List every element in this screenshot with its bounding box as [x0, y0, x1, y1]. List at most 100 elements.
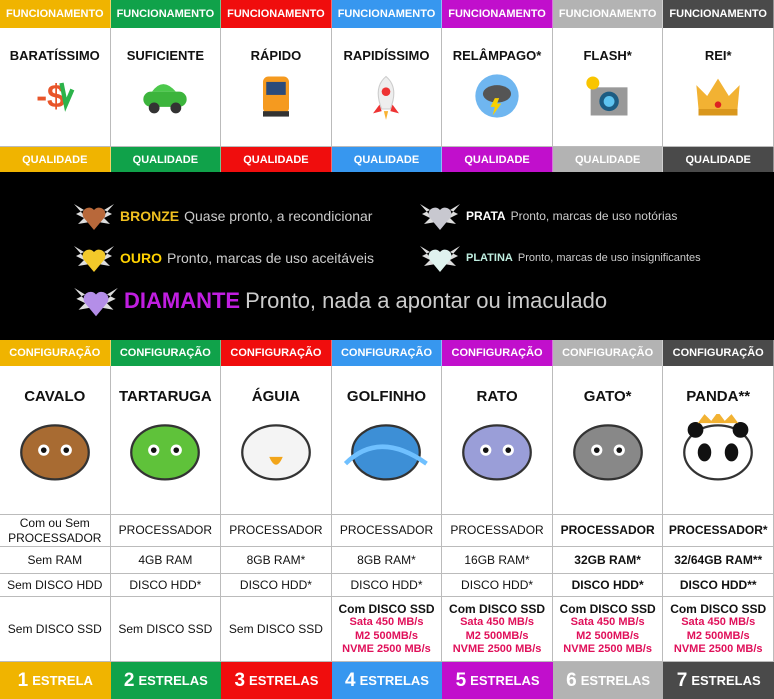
stars-text: ESTRELAS [691, 673, 761, 688]
configuracao-label: CONFIGURAÇÃO [110, 340, 222, 366]
qualidade-row: QUALIDADE QUALIDADE QUALIDADE QUALIDADE QUAL… [0, 147, 774, 172]
animal-title: GOLFINHO [346, 388, 427, 405]
ssd-label: Com DISCO SSD [338, 602, 435, 617]
qualidade-label: QUALIDADE [442, 147, 553, 172]
animal-title: CAVALO [24, 388, 86, 405]
processador-cell: Com ou Sem PROCESSADOR [0, 515, 111, 547]
ssd-cell: Com DISCO SSD Sata 450 MB/s M2 500MB/s NVME… [442, 597, 553, 662]
performance-cell: SUFICIENTE [110, 28, 222, 147]
grade-name: OURO [120, 250, 162, 266]
stars-text: ESTRELAS [249, 673, 319, 688]
ssd-spec: NVME 2500 MB/s [452, 642, 542, 655]
grade-name: DIAMANTE [124, 288, 241, 313]
stars-label: 3 ESTRELAS [221, 662, 332, 699]
hdd-cell: DISCO HDD* [331, 574, 443, 597]
ram-cell: 32/64GB RAM** [663, 547, 774, 574]
stars-row: 1 ESTRELA 2 ESTRELAS 3 ESTRELAS 4 ESTRELAS 5 ESTR… [0, 662, 774, 699]
winged-heart-icon [420, 246, 460, 272]
ram-cell: 32GB RAM* [552, 547, 664, 574]
grade-platina: PLATINA Pronto, marcas de uso insignifica… [418, 240, 701, 276]
funcionamento-label: FUNCIONAMENTO [552, 0, 664, 28]
grade-description: Pronto, marcas de uso aceitáveis [167, 250, 374, 266]
dolphin-icon [341, 414, 431, 487]
ssd-label: Com DISCO SSD [670, 602, 767, 617]
ssd-spec: M2 500MB/s [465, 629, 529, 642]
ssd-spec: M2 500MB/s [576, 629, 640, 642]
turtle-icon [120, 414, 210, 487]
ssd-spec: Sata 450 MB/s [570, 616, 645, 629]
ssd-label: Com DISCO SSD [559, 602, 656, 617]
ssd-label: Sem DISCO SSD [118, 621, 213, 636]
performance-title: FLASH* [583, 48, 632, 63]
ram-cell: 8GB RAM* [331, 547, 443, 574]
qualidade-label: QUALIDADE [331, 147, 443, 172]
ssd-spec: Sata 450 MB/s [681, 616, 756, 629]
car-icon [139, 72, 191, 123]
ram-cell: 8GB RAM* [221, 547, 332, 574]
funcionamento-label: FUNCIONAMENTO [221, 0, 332, 28]
grade-diamante: DIAMANTE Pronto, nada a apontar ou imacul… [72, 280, 607, 322]
performance-row: BARATÍSSIMO -$ SUFICIENTE RÁPIDO RAPIDÍSSIMO… [0, 28, 774, 147]
ssd-label: Sem DISCO SSD [228, 621, 323, 636]
rocket-icon [360, 72, 412, 123]
processador-cell: PROCESSADOR [331, 515, 443, 547]
stars-label: 1 ESTRELA [0, 662, 111, 699]
winged-heart-icon [420, 204, 460, 230]
ssd-cell: Sem DISCO SSD [221, 597, 332, 662]
animal-cell: RATO [442, 366, 553, 515]
configuracao-label: CONFIGURAÇÃO [663, 340, 774, 366]
performance-title: RELÂMPAGO* [452, 48, 542, 63]
ssd-cell: Com DISCO SSD Sata 450 MB/s M2 500MB/s NVME… [663, 597, 774, 662]
performance-title: BARATÍSSIMO [9, 48, 100, 63]
configuracao-label: CONFIGURAÇÃO [221, 340, 332, 366]
grade-ouro: OURO Pronto, marcas de uso aceitáveis [72, 240, 374, 276]
animal-title: RATO [476, 388, 518, 405]
configuracao-header-row: CONFIGURAÇÃO CONFIGURAÇÃO CONFIGURAÇÃO CONF… [0, 340, 774, 366]
stars-number: 4 [345, 669, 356, 691]
processador-cell: PROCESSADOR [221, 515, 332, 547]
grade-description: Pronto, nada a apontar ou imaculado [245, 288, 608, 313]
performance-cell: RELÂMPAGO* [442, 28, 553, 147]
ssd-label: Com DISCO SSD [449, 602, 546, 617]
grade-description: Quase pronto, a recondicionar [184, 208, 373, 224]
processador-cell: PROCESSADOR [110, 515, 222, 547]
ssd-cell: Sem DISCO SSD [110, 597, 222, 662]
configuracao-label: CONFIGURAÇÃO [552, 340, 664, 366]
grade-name: PRATA [466, 209, 506, 223]
ram-cell: 16GB RAM* [442, 547, 553, 574]
performance-cell: RÁPIDO [221, 28, 332, 147]
animal-cell: ÁGUIA [221, 366, 332, 515]
grade-bronze: BRONZE Quase pronto, a recondicionar [72, 198, 372, 234]
discount-dollar-icon: -$ [29, 72, 81, 123]
hdd-cell: DISCO HDD** [663, 574, 774, 597]
funcionamento-label: FUNCIONAMENTO [0, 0, 111, 28]
processador-cell: PROCESSADOR [442, 515, 553, 547]
panda-icon [673, 411, 763, 487]
qualidade-label: QUALIDADE [0, 147, 111, 172]
animal-title: TARTARUGA [118, 388, 212, 405]
performance-cell: REI* [663, 28, 774, 147]
animal-cell: CAVALO [0, 366, 111, 515]
qualidade-label: QUALIDADE [552, 147, 664, 172]
funcionamento-label: FUNCIONAMENTO [663, 0, 774, 28]
animal-cell: TARTARUGA [110, 366, 222, 515]
stars-text: ESTRELAS [359, 673, 429, 688]
stars-number: 5 [455, 669, 467, 691]
processador-cell: PROCESSADOR* [663, 515, 774, 547]
hdd-cell: Sem DISCO HDD [0, 574, 111, 597]
animal-cell: GATO* [552, 366, 664, 515]
stars-text: ESTRELAS [470, 673, 540, 688]
stars-label: 5 ESTRELAS [442, 662, 553, 699]
stars-text: ESTRELAS [138, 673, 208, 688]
configuracao-label: CONFIGURAÇÃO [442, 340, 553, 366]
ssd-spec: M2 500MB/s [355, 629, 418, 642]
performance-title: RAPIDÍSSIMO [343, 48, 430, 63]
ram-cell: 4GB RAM [110, 547, 222, 574]
performance-title: REI* [704, 48, 732, 63]
animal-title: PANDA** [686, 388, 751, 405]
eagle-icon [231, 414, 321, 487]
ssd-spec: M2 500MB/s [686, 629, 750, 642]
hdd-cell: DISCO HDD* [442, 574, 553, 597]
configuracao-label: CONFIGURAÇÃO [0, 340, 111, 366]
performance-cell: RAPIDÍSSIMO [331, 28, 443, 147]
